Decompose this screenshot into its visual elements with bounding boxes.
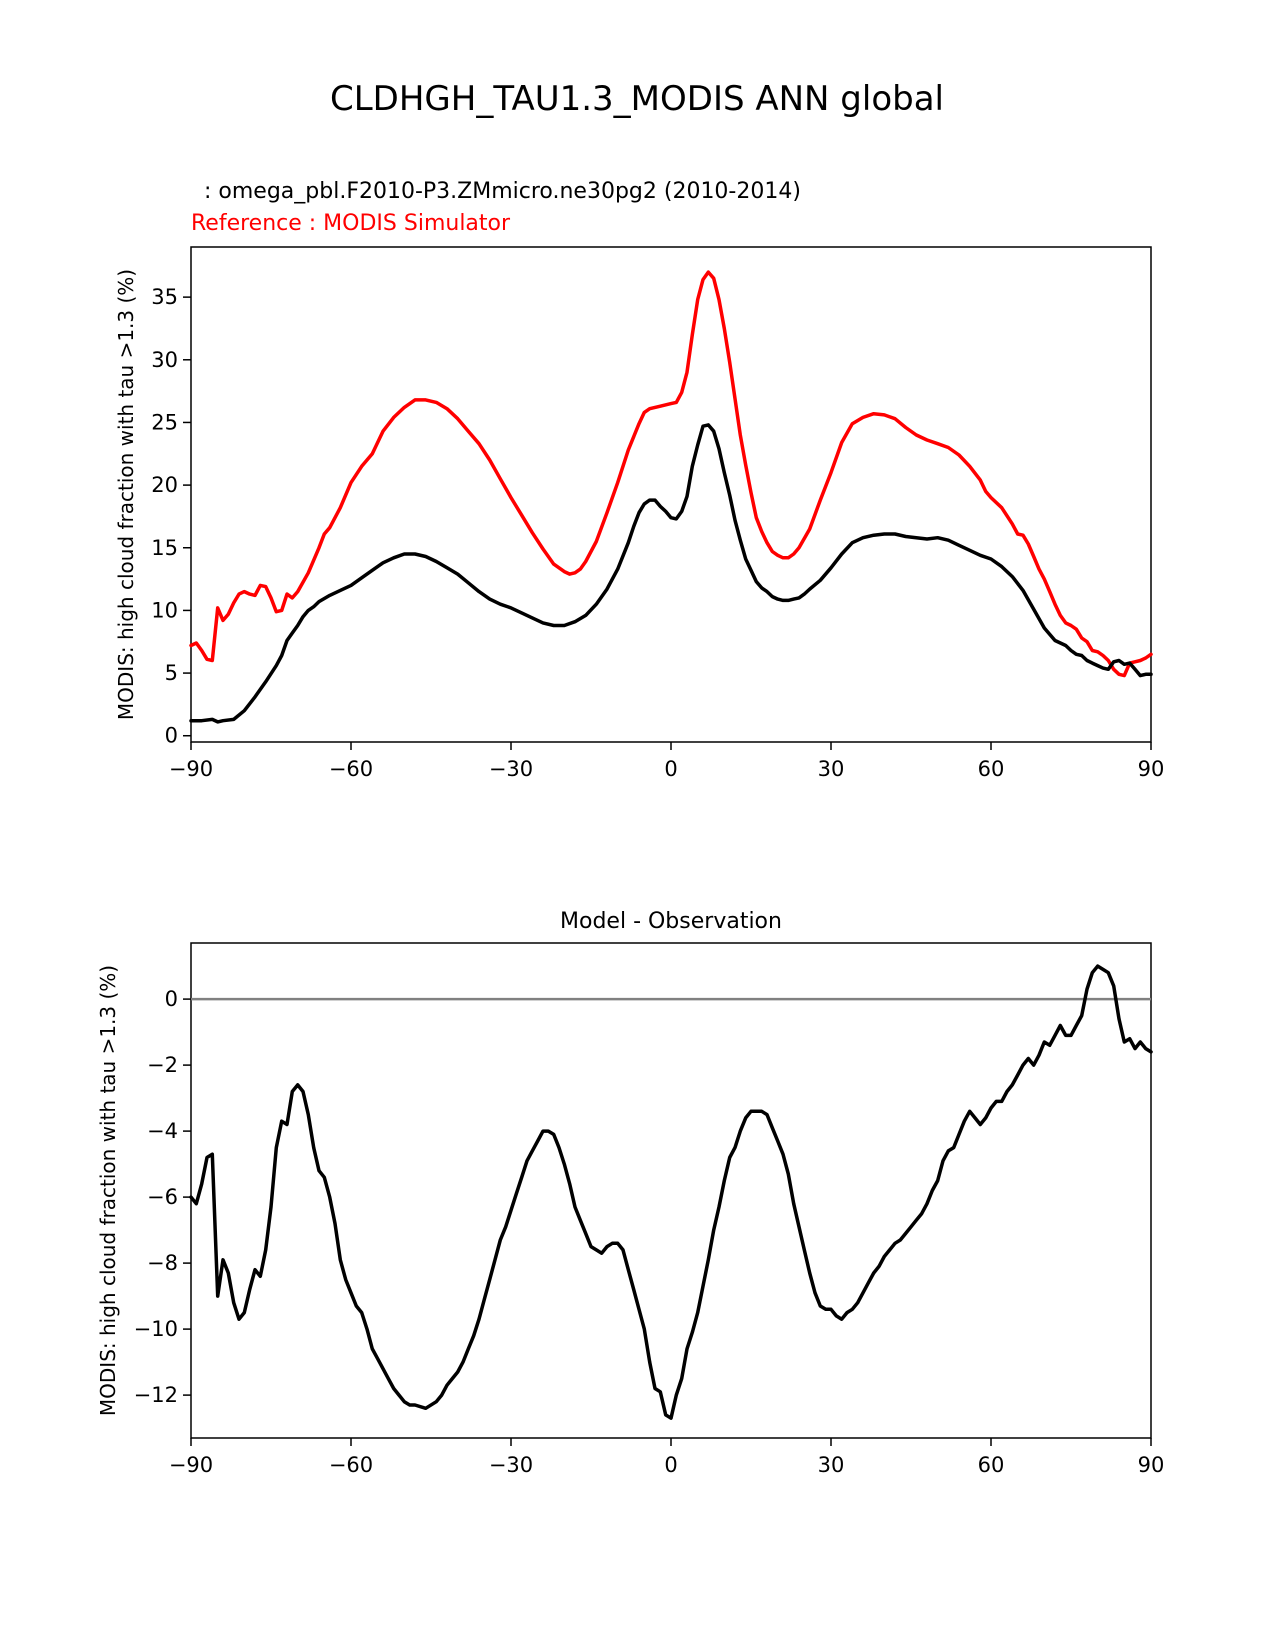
x-tick-label: 30 — [818, 1453, 845, 1477]
bottom-series-layer — [189, 964, 1153, 1420]
y-tick-label: 20 — [151, 473, 178, 497]
test-case-label: : omega_pbl.F2010-P3.ZMmicro.ne30pg2 (20… — [204, 179, 801, 204]
series-line-test — [189, 964, 1153, 1420]
x-tick-label: 90 — [1138, 1453, 1165, 1477]
figure-title: CLDHGH_TAU1.3_MODIS ANN global — [330, 79, 944, 119]
y-tick-label: −4 — [147, 1119, 178, 1143]
bottom-panel-plot: −90 −60 −30 0 30 60 90 0 −2 −4 −6 −8 −10 −12 MODIS: … — [96, 942, 1165, 1477]
y-tick-label: −2 — [147, 1053, 178, 1077]
y-tick-label: 35 — [151, 285, 178, 309]
top-y-axis: 0 5 10 15 20 25 30 35 — [151, 285, 191, 748]
top-y-axis-label: MODIS: high cloud fraction with tau >1.3… — [114, 269, 138, 720]
x-tick-label: 90 — [1138, 757, 1165, 781]
y-tick-label: −12 — [134, 1383, 178, 1407]
y-tick-label: 10 — [151, 598, 178, 622]
top-panel-plot: −90 −60 −30 0 30 60 90 0 5 10 15 20 25 30 35 MODIS: h… — [114, 246, 1165, 781]
x-tick-label: 60 — [978, 757, 1005, 781]
bottom-panel-title: Model - Observation — [560, 909, 782, 934]
x-tick-label: 60 — [978, 1453, 1005, 1477]
top-series-layer — [189, 270, 1153, 724]
y-tick-label: −6 — [147, 1185, 178, 1209]
bottom-x-axis: −90 −60 −30 0 30 60 90 — [169, 1438, 1165, 1477]
y-tick-label: 0 — [165, 724, 178, 748]
x-tick-label: 0 — [664, 757, 677, 781]
y-tick-label: 25 — [151, 410, 178, 434]
x-tick-label: −30 — [489, 1453, 533, 1477]
y-tick-label: 0 — [165, 987, 178, 1011]
y-tick-label: 30 — [151, 348, 178, 372]
x-tick-label: 0 — [664, 1453, 677, 1477]
series-line-reference — [189, 270, 1153, 678]
y-tick-label: −10 — [134, 1317, 178, 1341]
y-tick-label: 15 — [151, 536, 178, 560]
x-tick-label: −90 — [169, 757, 213, 781]
y-tick-label: −8 — [147, 1251, 178, 1275]
x-tick-label: −30 — [489, 757, 533, 781]
x-tick-label: −60 — [329, 757, 373, 781]
bottom-y-axis: 0 −2 −4 −6 −8 −10 −12 — [134, 987, 191, 1407]
x-tick-label: −90 — [169, 1453, 213, 1477]
series-line-test — [189, 423, 1153, 724]
x-tick-label: −60 — [329, 1453, 373, 1477]
x-tick-label: 30 — [818, 757, 845, 781]
bottom-y-axis-label: MODIS: high cloud fraction with tau >1.3… — [96, 965, 120, 1416]
top-x-axis: −90 −60 −30 0 30 60 90 — [169, 742, 1165, 781]
reference-label: Reference : MODIS Simulator — [191, 211, 511, 236]
y-tick-label: 5 — [165, 661, 178, 685]
